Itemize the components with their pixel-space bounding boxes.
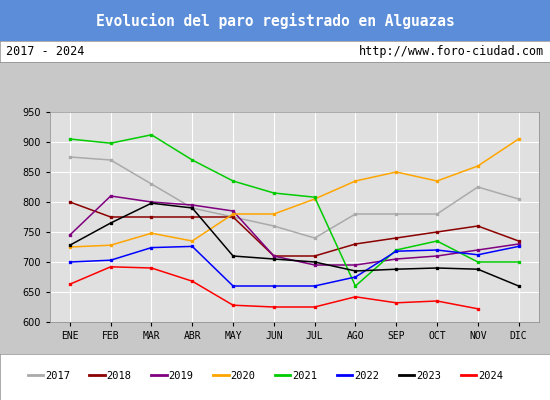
Text: 2021: 2021 (293, 371, 317, 381)
Text: 2019: 2019 (169, 371, 194, 381)
Text: Evolucion del paro registrado en Alguazas: Evolucion del paro registrado en Alguaza… (96, 13, 454, 29)
Text: 2024: 2024 (478, 371, 503, 381)
Text: 2018: 2018 (107, 371, 131, 381)
Text: 2017 - 2024: 2017 - 2024 (6, 45, 84, 58)
Text: http://www.foro-ciudad.com: http://www.foro-ciudad.com (359, 45, 544, 58)
Text: 2023: 2023 (416, 371, 441, 381)
Text: 2022: 2022 (354, 371, 379, 381)
Text: 2020: 2020 (230, 371, 255, 381)
Text: 2017: 2017 (45, 371, 70, 381)
